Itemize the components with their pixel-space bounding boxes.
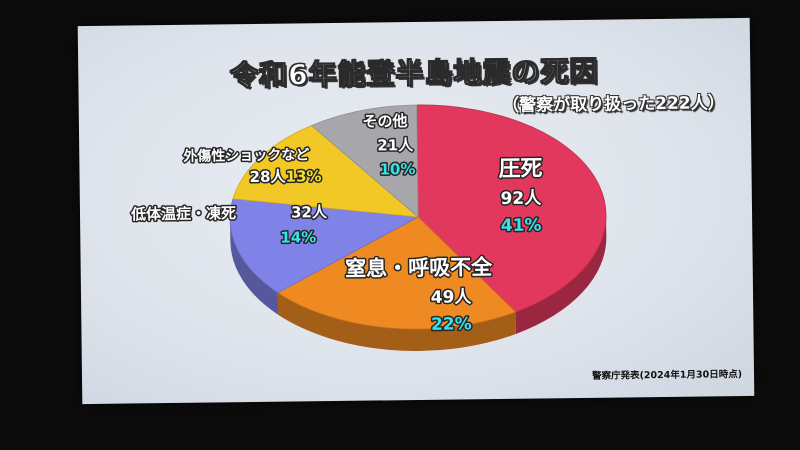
label-crush-count: 92人 (500, 188, 542, 209)
label-other-percent: 10% (379, 160, 415, 178)
label-suffocation-count: 49人 (431, 287, 473, 308)
projection-screen: 令和6年能登半島地震の死因 （警察が取り扱った222人） 圧死 92人 41% 窒息・… (77, 17, 755, 405)
pie-side-hypothermia (230, 219, 279, 315)
pie-slice-trauma (232, 125, 420, 218)
pie-side-crush (515, 214, 607, 334)
label-trauma-name: 外傷性ショックなど (183, 146, 309, 165)
label-crush-percent: 41% (501, 215, 542, 235)
label-crush-name: 圧死 (498, 156, 542, 182)
pie-side-suffocation (277, 292, 516, 351)
label-trauma-count: 28人 (249, 168, 286, 186)
pie-slice-suffocation (277, 216, 517, 330)
label-hypothermia-name: 低体温症・凍死 (130, 204, 236, 223)
pie-chart: 圧死 92人 41% 窒息・呼吸不全 49人 22% 低体温症・凍死 32人 14% 外傷性ショッ… (128, 104, 607, 351)
label-hypothermia-count: 32人 (291, 203, 328, 221)
label-suffocation-name: 窒息・呼吸不全 (345, 255, 493, 281)
pie-slice-crush (416, 104, 607, 313)
label-other-name: その他 (362, 112, 407, 131)
pie-slice-hypothermia (229, 198, 420, 294)
label-suffocation-percent: 22% (431, 314, 472, 334)
label-hypothermia-percent: 14% (280, 228, 316, 246)
source-note: 警察庁発表(2024年1月30日時点) (591, 369, 743, 382)
pie-slice-other (310, 104, 419, 218)
label-trauma-percent: 13% (285, 167, 321, 185)
label-other-count: 21人 (377, 136, 414, 154)
